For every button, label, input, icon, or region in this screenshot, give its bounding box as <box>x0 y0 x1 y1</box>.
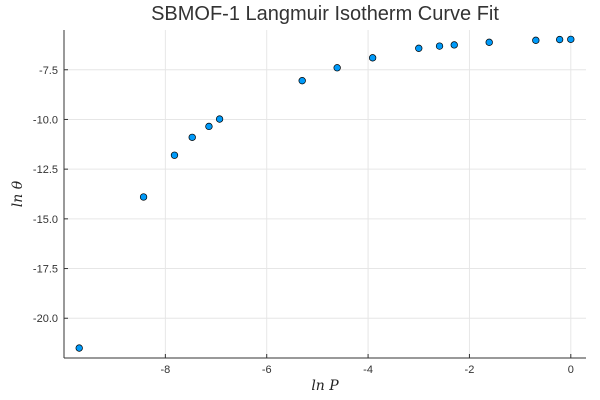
data-point <box>333 64 341 72</box>
x-tick-label: -8 <box>160 364 170 376</box>
data-point <box>215 115 224 123</box>
y-tick-label: -20.0 <box>33 313 58 325</box>
x-tick-label: -4 <box>363 364 373 376</box>
data-point <box>555 35 564 44</box>
data-point <box>139 193 148 201</box>
x-tick-label: 0 <box>568 364 574 376</box>
data-point <box>435 42 444 50</box>
data-point <box>532 36 540 44</box>
y-ticks: -7.5 -10.0 -12.5 -15.0 -17.5 -20.0 <box>33 65 68 325</box>
y-tick-label: -7.5 <box>39 65 58 77</box>
data-point <box>170 151 179 159</box>
data-point <box>450 41 458 49</box>
y-axis-label: ln θ <box>10 180 26 207</box>
data-point <box>205 122 213 131</box>
data-point <box>188 133 196 141</box>
data-point <box>298 77 306 85</box>
x-ticks: -8 -6 -4 -2 0 <box>160 354 574 376</box>
x-axis-label: ln P <box>311 378 339 394</box>
chart-title: SBMOF-1 Langmuir Isotherm Curve Fit <box>151 3 499 25</box>
data-point <box>567 35 575 43</box>
data-point <box>368 54 377 62</box>
x-tick-label: -6 <box>262 364 272 376</box>
y-tick-label: -10.0 <box>33 114 58 126</box>
x-tick-label: -2 <box>465 364 475 376</box>
data-points <box>75 35 575 352</box>
data-point <box>485 38 493 46</box>
grid <box>64 30 586 358</box>
axes <box>63 30 586 359</box>
data-point <box>415 44 423 52</box>
y-tick-label: -12.5 <box>33 164 58 176</box>
data-point <box>75 344 83 352</box>
y-tick-label: -17.5 <box>33 264 58 276</box>
y-tick-label: -15.0 <box>33 214 58 226</box>
